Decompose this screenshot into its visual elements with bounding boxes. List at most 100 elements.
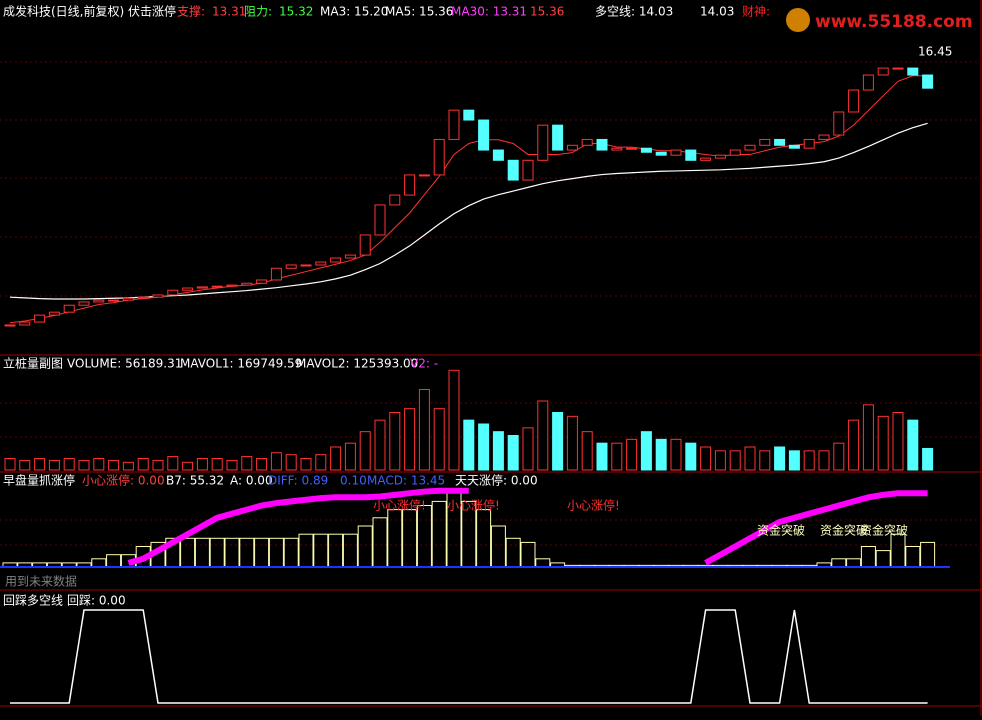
candle: [4, 324, 16, 327]
volume-bar: [137, 458, 149, 471]
candle: [78, 301, 90, 306]
volume-bar: [848, 419, 860, 471]
volume-bar: [492, 431, 504, 471]
peak-label: 16.45: [918, 45, 952, 59]
candle: [137, 296, 149, 299]
value: 多空线: 14.03: [595, 5, 673, 19]
title: 成发科技(日线,前复权) 伏击涨停: [3, 4, 176, 19]
value: MA5: 15.36: [385, 5, 453, 19]
volume-bar: [256, 458, 268, 471]
volume-bar: [566, 415, 578, 471]
fund-note: 资金突破: [860, 523, 908, 538]
value: DIFF: 0.89: [268, 474, 328, 488]
volume-bar: [759, 450, 771, 471]
volume-bar: [270, 452, 282, 471]
candle: [685, 149, 697, 161]
volume-bar: [226, 459, 238, 471]
volume-bar: [640, 431, 652, 471]
volume-bar: [63, 458, 75, 471]
volume-bar: [507, 435, 519, 471]
volume-bar: [19, 459, 31, 471]
volume-bar: [448, 369, 460, 471]
volume-bar: [685, 442, 697, 471]
value: MA30: 13.31: [451, 5, 527, 19]
candle: [877, 67, 889, 76]
candle: [655, 151, 667, 156]
grid: [0, 61, 980, 546]
volume-bar: [359, 431, 371, 471]
candle: [211, 285, 223, 288]
volume-bar: [774, 446, 786, 471]
candle: [611, 147, 623, 151]
value: 回踩: 0.00: [67, 594, 126, 608]
value: VOLUME: 56189.31: [67, 357, 182, 371]
candle: [196, 286, 208, 289]
candle: [344, 254, 356, 259]
volume-bar: [374, 419, 386, 471]
candle: [241, 282, 253, 286]
note: 用到未来数据: [5, 574, 77, 589]
volume-bar: [818, 450, 830, 471]
candle: [152, 294, 164, 298]
candle: [774, 138, 786, 146]
volume-bar: [907, 419, 919, 471]
value: V2: -: [410, 357, 438, 371]
candle: [256, 279, 268, 284]
candle: [418, 174, 430, 177]
candle: [270, 267, 282, 281]
value: B7: 55.32: [166, 474, 224, 488]
value: 14.03: [700, 5, 734, 19]
volume-bar: [48, 459, 60, 471]
fund-note: 资金突破: [757, 523, 805, 538]
volume-bar: [433, 408, 445, 471]
value: MA3: 15.20: [320, 5, 388, 19]
volume-bar: [862, 404, 874, 471]
volume-bar: [93, 458, 105, 471]
volume-bar: [670, 438, 682, 471]
candle: [833, 111, 845, 136]
value: 0.10: [340, 474, 367, 488]
volume-bar: [922, 447, 934, 471]
volume-bar: [4, 458, 16, 471]
candle: [803, 138, 815, 149]
volume-bar: [626, 438, 638, 471]
volume-bar: [729, 450, 741, 471]
volume-bar: [196, 458, 208, 471]
candle: [63, 304, 75, 313]
candle: [359, 234, 371, 256]
candle: [285, 264, 297, 269]
candle: [93, 299, 105, 303]
volume-bar: [404, 408, 416, 471]
candle: [522, 159, 534, 181]
candle: [818, 134, 830, 140]
candle: [19, 321, 31, 326]
volume-bar: [108, 459, 120, 471]
candle: [330, 257, 342, 263]
volume-bar: [596, 442, 608, 471]
label: 支撑:: [177, 4, 205, 19]
volume-bar: [700, 446, 712, 471]
volume-bar: [522, 427, 534, 471]
label: 财神:: [742, 5, 770, 19]
volume-bar: [315, 454, 327, 471]
candle: [552, 124, 564, 151]
candle: [182, 287, 194, 291]
candle: [862, 74, 874, 91]
candle: [34, 314, 46, 323]
candle: [640, 147, 652, 153]
candle: [108, 299, 120, 302]
volume-bar: [78, 459, 90, 471]
candle: [374, 204, 386, 236]
volume-bar: [167, 456, 179, 471]
candle: [922, 74, 934, 89]
value: 小心涨停: 0.00: [82, 473, 165, 488]
label: 阻力:: [244, 5, 272, 19]
candle: [226, 284, 238, 287]
volume-bar: [182, 461, 194, 471]
volume-bar: [788, 450, 800, 471]
candle: [788, 144, 800, 149]
value: A: 0.00: [230, 474, 273, 488]
logo: www.55188.com: [815, 12, 973, 32]
volume-bar: [285, 454, 297, 471]
